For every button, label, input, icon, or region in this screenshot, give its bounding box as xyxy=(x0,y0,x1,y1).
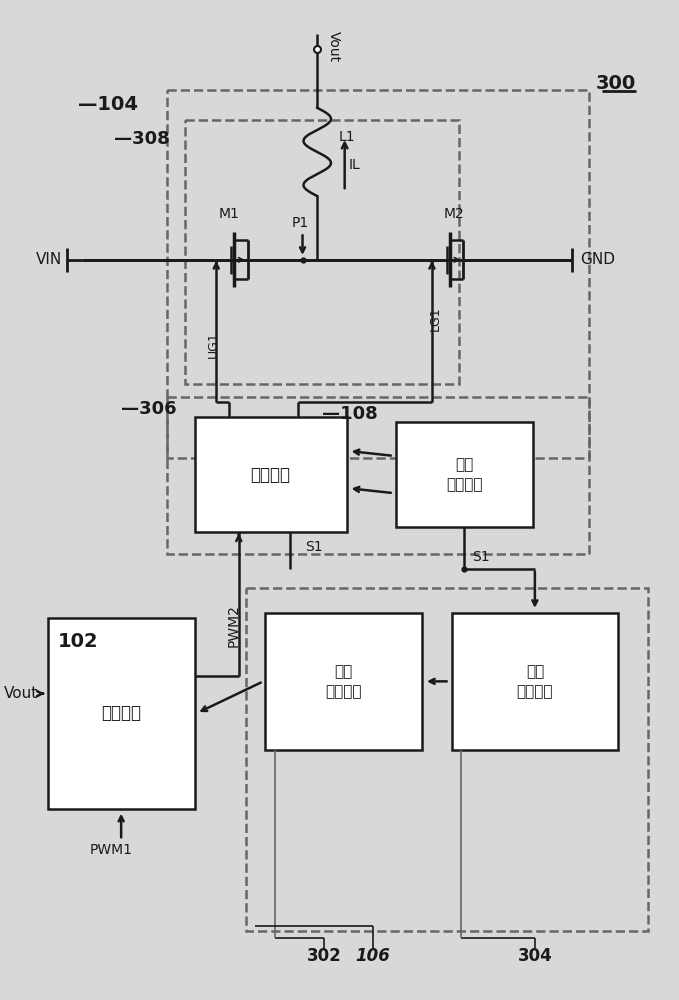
Text: 电流: 电流 xyxy=(455,457,473,472)
Bar xyxy=(265,613,422,750)
Text: L1: L1 xyxy=(339,130,355,144)
Text: S1: S1 xyxy=(305,540,323,554)
Text: 缩减: 缩减 xyxy=(335,664,353,679)
Text: PWM2: PWM2 xyxy=(227,604,241,647)
Text: P1: P1 xyxy=(292,216,309,230)
Text: —306: —306 xyxy=(122,400,177,418)
Text: 驱动单元: 驱动单元 xyxy=(251,466,291,484)
Text: 106: 106 xyxy=(356,947,390,965)
Bar xyxy=(167,90,589,458)
Bar xyxy=(195,417,347,532)
Text: GND: GND xyxy=(580,252,615,267)
Text: —108: —108 xyxy=(323,405,378,423)
Text: 检测单元: 检测单元 xyxy=(446,477,483,492)
Bar xyxy=(167,397,589,554)
Text: 检测单元: 检测单元 xyxy=(517,684,553,699)
Bar xyxy=(396,422,533,527)
Text: M2: M2 xyxy=(444,207,465,221)
Text: IL: IL xyxy=(348,158,361,172)
Text: —308: —308 xyxy=(115,130,170,148)
Text: 302: 302 xyxy=(307,947,342,965)
Text: 304: 304 xyxy=(517,947,552,965)
Bar xyxy=(246,588,648,931)
Text: VIN: VIN xyxy=(36,252,62,267)
Text: M1: M1 xyxy=(219,207,240,221)
Text: Vout: Vout xyxy=(3,686,38,701)
Text: 102: 102 xyxy=(58,632,98,651)
Text: 频率: 频率 xyxy=(526,664,544,679)
Text: 调整模块: 调整模块 xyxy=(101,704,141,722)
Bar xyxy=(185,120,460,384)
Bar xyxy=(48,618,195,809)
Text: PWM1: PWM1 xyxy=(90,843,133,857)
Text: Vout: Vout xyxy=(327,31,341,62)
Text: 控制单元: 控制单元 xyxy=(325,684,362,699)
Text: 300: 300 xyxy=(596,74,636,93)
Bar xyxy=(452,613,618,750)
Text: LG1: LG1 xyxy=(428,306,441,331)
Text: UG1: UG1 xyxy=(207,331,220,358)
Text: —104: —104 xyxy=(78,95,138,114)
Text: S1: S1 xyxy=(472,550,490,564)
